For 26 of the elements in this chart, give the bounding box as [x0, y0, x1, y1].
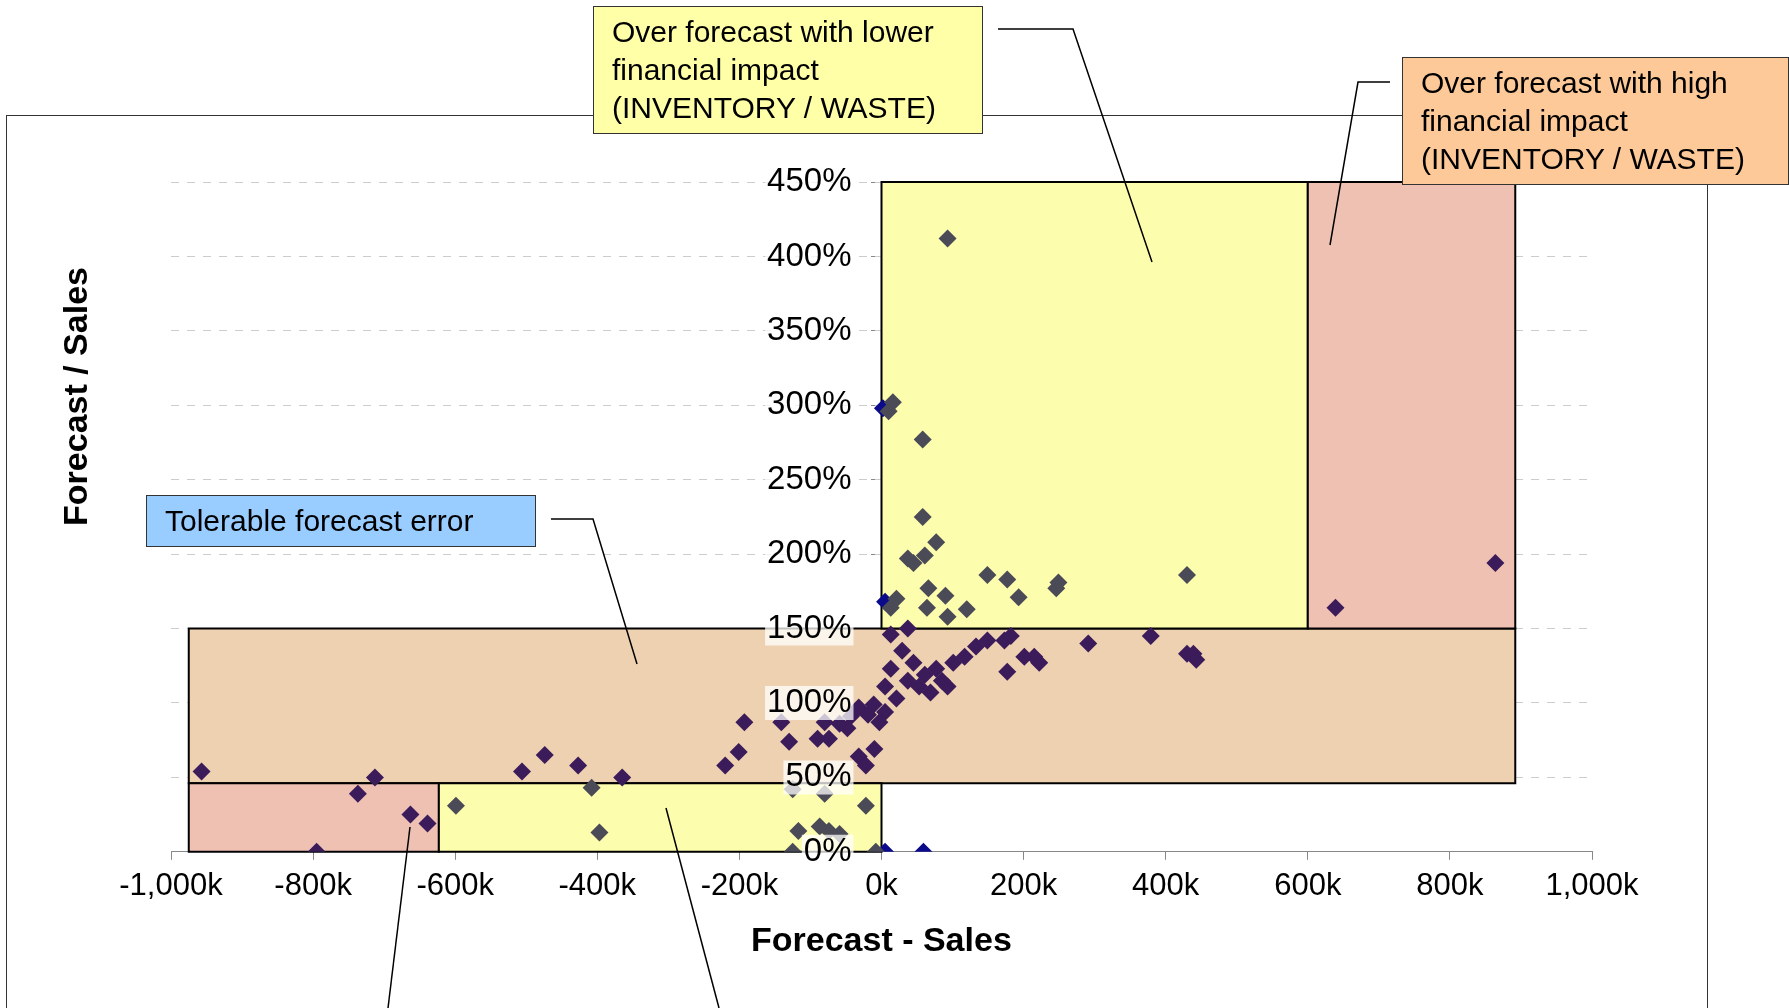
y-tick-label: 50%: [785, 756, 852, 794]
text: Over forecast with lower financial impact (INVENTORY / WASTE): [593, 6, 983, 134]
text: Over forecast with high financial impact (INVENTORY / WASTE): [1402, 57, 1789, 185]
y-tick-label: 450%: [767, 161, 852, 199]
y-tick-label: 0%: [803, 830, 852, 868]
y-tick-label: 200%: [767, 533, 852, 571]
y-tick-label: 400%: [767, 235, 852, 273]
x-tick-label: 0k: [865, 866, 899, 902]
y-tick-label: 350%: [767, 309, 852, 347]
x-tick-label: 600k: [1274, 866, 1342, 902]
y-tick-label: 100%: [767, 682, 852, 720]
y-axis-title: Forecast / Sales: [55, 267, 95, 527]
x-tick-label: -1,000k: [119, 866, 224, 902]
x-axis-title: Forecast - Sales: [751, 920, 1012, 959]
annotation: Tolerable forecast error: [146, 495, 536, 547]
x-tick-label: -600k: [416, 866, 495, 902]
y-tick-label: 150%: [767, 607, 852, 645]
x-tick-label: -200k: [700, 866, 779, 902]
y-tick-label: 300%: [767, 384, 852, 422]
x-tick-label: 200k: [989, 866, 1058, 902]
x-tick-label: 800k: [1416, 866, 1485, 902]
x-tick-label: 400k: [1132, 866, 1200, 902]
y-tick-label: 250%: [767, 458, 852, 496]
x-tick-label: 1,000k: [1545, 866, 1640, 902]
x-tick-label: -400k: [558, 866, 637, 902]
x-tick-label: -800k: [274, 866, 353, 902]
